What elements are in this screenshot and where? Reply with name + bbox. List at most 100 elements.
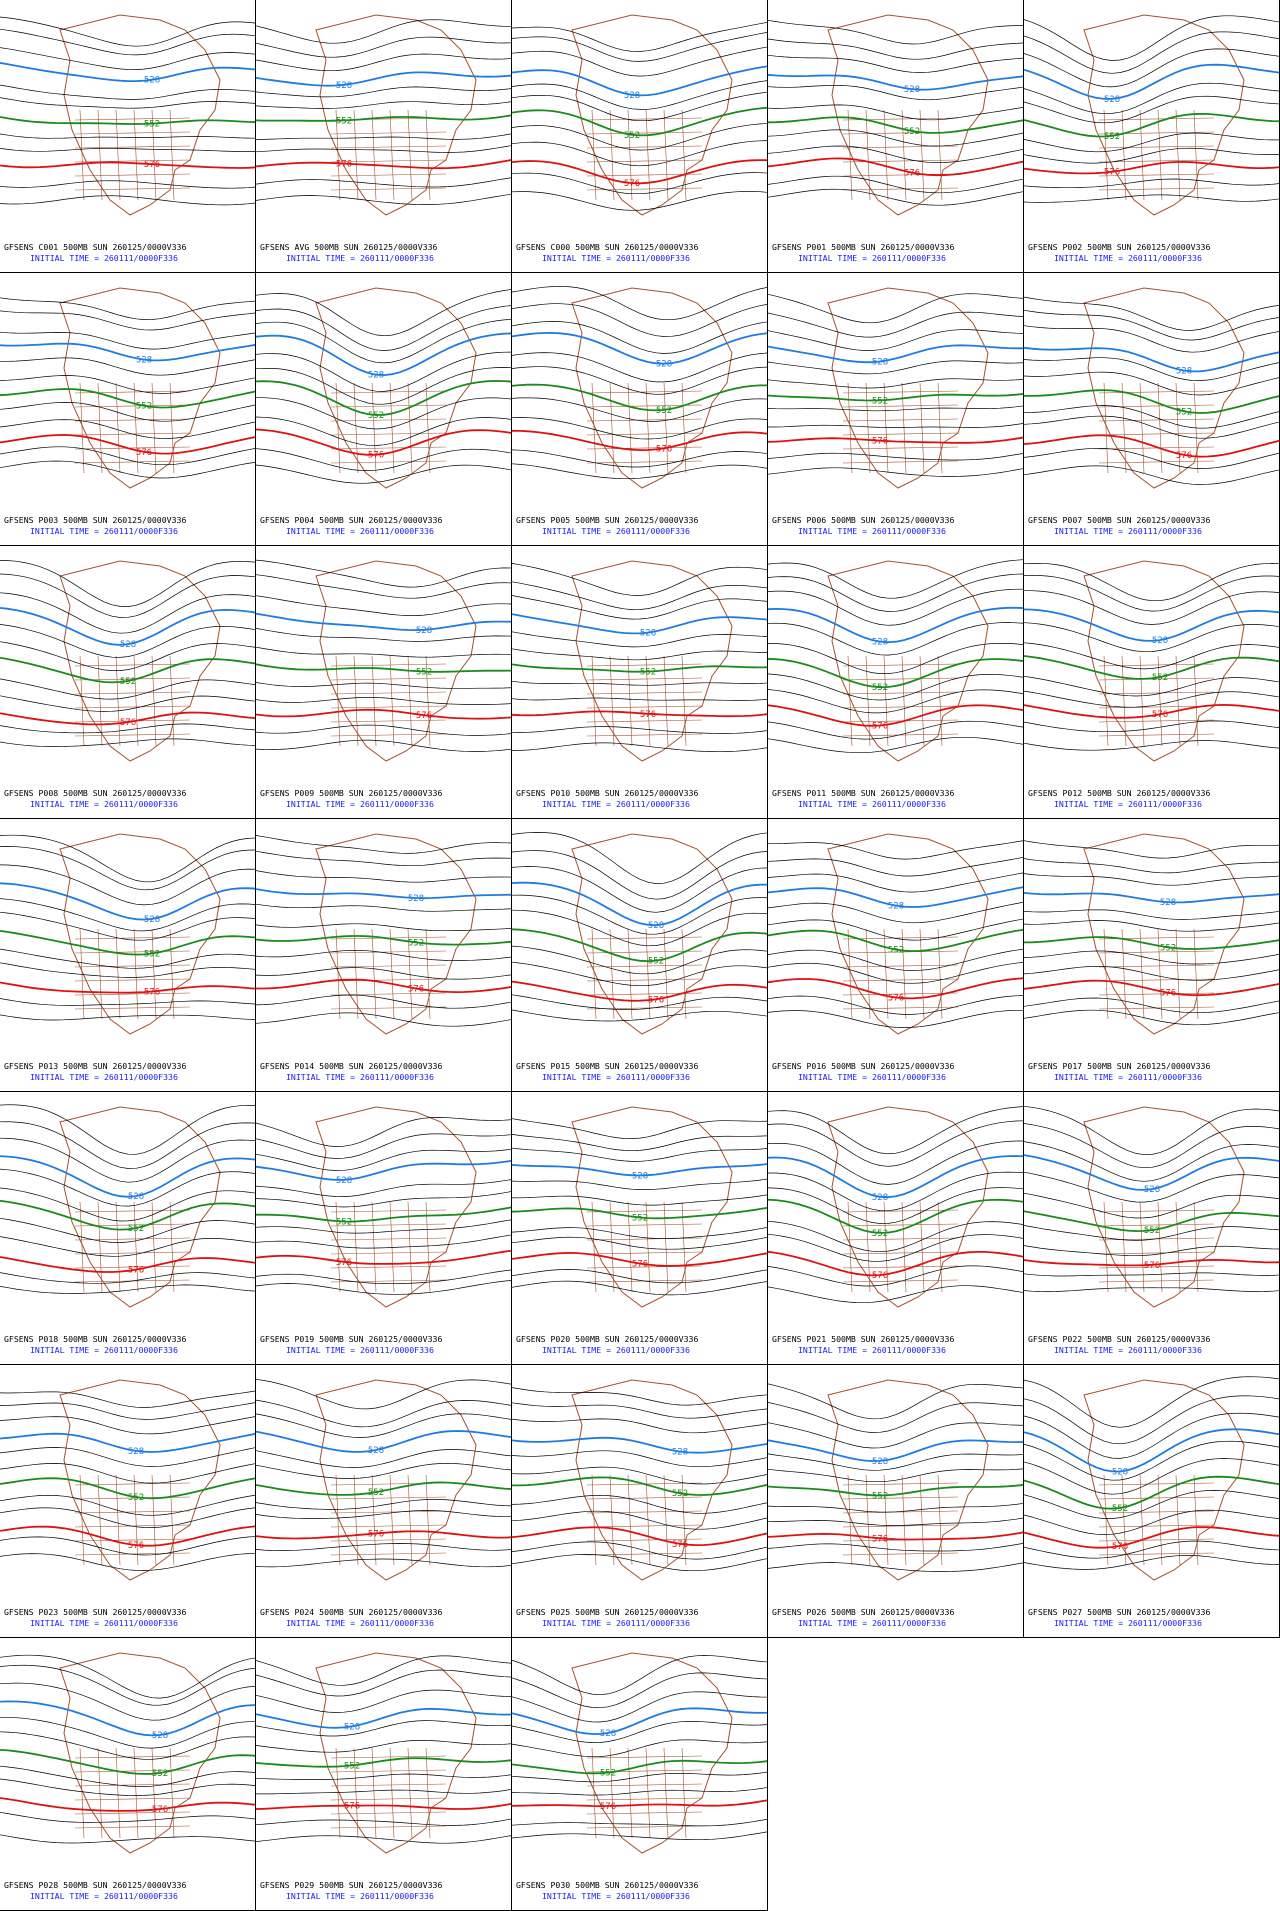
contour-line: [0, 28, 257, 56]
state-border: [74, 663, 191, 667]
state-border: [609, 382, 615, 474]
panel-title: GFSENS P024 500MB SUN 260125/0000V336: [260, 1607, 442, 1617]
contour-line: [511, 1418, 769, 1434]
key-contour-line: [1023, 892, 1280, 904]
contour-line: [1023, 1192, 1280, 1219]
state-border: [74, 691, 191, 695]
contour-line: [767, 720, 1025, 740]
contour-line: [0, 47, 257, 70]
contour-line: [511, 1118, 769, 1139]
state-border: [1121, 928, 1127, 1020]
state-border: [847, 382, 853, 474]
state-border: [330, 663, 447, 667]
contour-line: [0, 1236, 257, 1257]
key-contour-line: [1023, 703, 1280, 719]
panel-title: GFSENS P012 500MB SUN 260125/0000V336: [1028, 788, 1210, 798]
key-contour-line: [1023, 434, 1280, 458]
map-panel: 576 552 528 GFSENS P012 500MB SUN 260125/00…: [1023, 546, 1280, 819]
contour-label: 576: [640, 710, 656, 720]
contour-label: 576: [1176, 451, 1192, 461]
contour-line: [0, 331, 257, 350]
contour-line: [1023, 1540, 1280, 1559]
contour-line: [767, 1502, 1025, 1513]
contour-line: [511, 1541, 769, 1560]
map: 576 552 528 GFSENS P016 500MB SUN 260125/00…: [767, 833, 1025, 1091]
initial-time: INITIAL TIME = 260111/0000F336: [542, 253, 690, 263]
contour-line: [511, 1771, 769, 1783]
state-border: [74, 1006, 191, 1010]
state-border: [1098, 187, 1215, 191]
contour-label: 576: [872, 1534, 888, 1544]
contour-line: [1023, 950, 1280, 965]
contour-line: [511, 595, 769, 620]
contour-label: 552: [872, 396, 888, 406]
contour-line: [511, 648, 769, 661]
label-background: [512, 784, 767, 818]
panel-title: GFSENS P010 500MB SUN 260125/0000V336: [516, 788, 698, 798]
state-border: [169, 382, 175, 474]
panel-title: GFSENS P003 500MB SUN 260125/0000V336: [4, 515, 186, 525]
contour-label: 528: [368, 1446, 384, 1456]
coastline: [59, 14, 221, 216]
state-border: [151, 1201, 157, 1293]
state-border: [335, 1747, 341, 1839]
contour-label: 552: [128, 1224, 144, 1234]
contour-line: [767, 54, 1025, 73]
state-border: [865, 382, 871, 474]
state-border: [133, 1474, 139, 1566]
contour-label: 552: [640, 668, 656, 678]
state-border: [586, 159, 703, 163]
contour-line: [255, 870, 513, 883]
state-border: [842, 1552, 959, 1556]
key-contour-line: [255, 1802, 513, 1810]
initial-time: INITIAL TIME = 260111/0000F336: [798, 1618, 946, 1628]
state-border: [133, 1747, 139, 1839]
key-contour-line: [255, 114, 513, 122]
contour-label: 576: [368, 1529, 384, 1539]
state-border: [330, 1783, 447, 1787]
map: 576 552 528 GFSENS P023 500MB SUN 260125/00…: [0, 1379, 257, 1637]
contour-line: [768, 1171, 1025, 1212]
state-border: [74, 117, 191, 121]
contour-line: [1023, 1395, 1280, 1445]
contour-line: [511, 303, 769, 337]
contour-line: [0, 641, 257, 671]
contour-line: [255, 19, 512, 44]
state-border: [901, 382, 907, 474]
state-border: [97, 1474, 103, 1566]
contour-line: [255, 305, 513, 351]
contour-line: [1023, 1171, 1280, 1203]
state-border: [371, 655, 377, 747]
state-border: [74, 1251, 191, 1255]
contour-line: [511, 449, 769, 468]
state-border: [330, 705, 447, 709]
state-border: [115, 109, 121, 201]
coastline: [315, 287, 477, 489]
contour-line: [511, 994, 769, 1010]
map-panel: 576 552 528 GFSENS P019 500MB SUN 260125/00…: [255, 1092, 513, 1365]
contour-line: [0, 1463, 257, 1484]
state-border: [389, 1201, 395, 1293]
panel-title: GFSENS P022 500MB SUN 260125/0000V336: [1028, 1334, 1210, 1344]
contour-line: [0, 624, 257, 658]
label-background: [768, 784, 1023, 818]
contour-label: 552: [1152, 673, 1168, 683]
map-panel: 576 552 528 GFSENS P027 500MB SUN 260125/00…: [1023, 1365, 1280, 1638]
state-border: [330, 1237, 447, 1241]
contour-line: [1023, 840, 1280, 859]
key-contour-line: [511, 1526, 769, 1547]
contour-line: [255, 1655, 513, 1686]
contour-line: [255, 367, 513, 405]
label-background: [512, 511, 767, 545]
key-contour-line: [767, 1198, 1025, 1234]
key-contour-line: [0, 388, 257, 409]
state-border: [681, 928, 687, 1020]
contour-line: [0, 1284, 257, 1294]
contour-line: [511, 1226, 769, 1239]
state-border: [330, 677, 447, 681]
map-panel: 576 552 528 GFSENS P021 500MB SUN 260125/00…: [767, 1092, 1025, 1365]
contour-label: 528: [640, 629, 656, 639]
contour-line: [767, 918, 1025, 941]
state-border: [1098, 1279, 1215, 1283]
label-background: [512, 1057, 767, 1091]
